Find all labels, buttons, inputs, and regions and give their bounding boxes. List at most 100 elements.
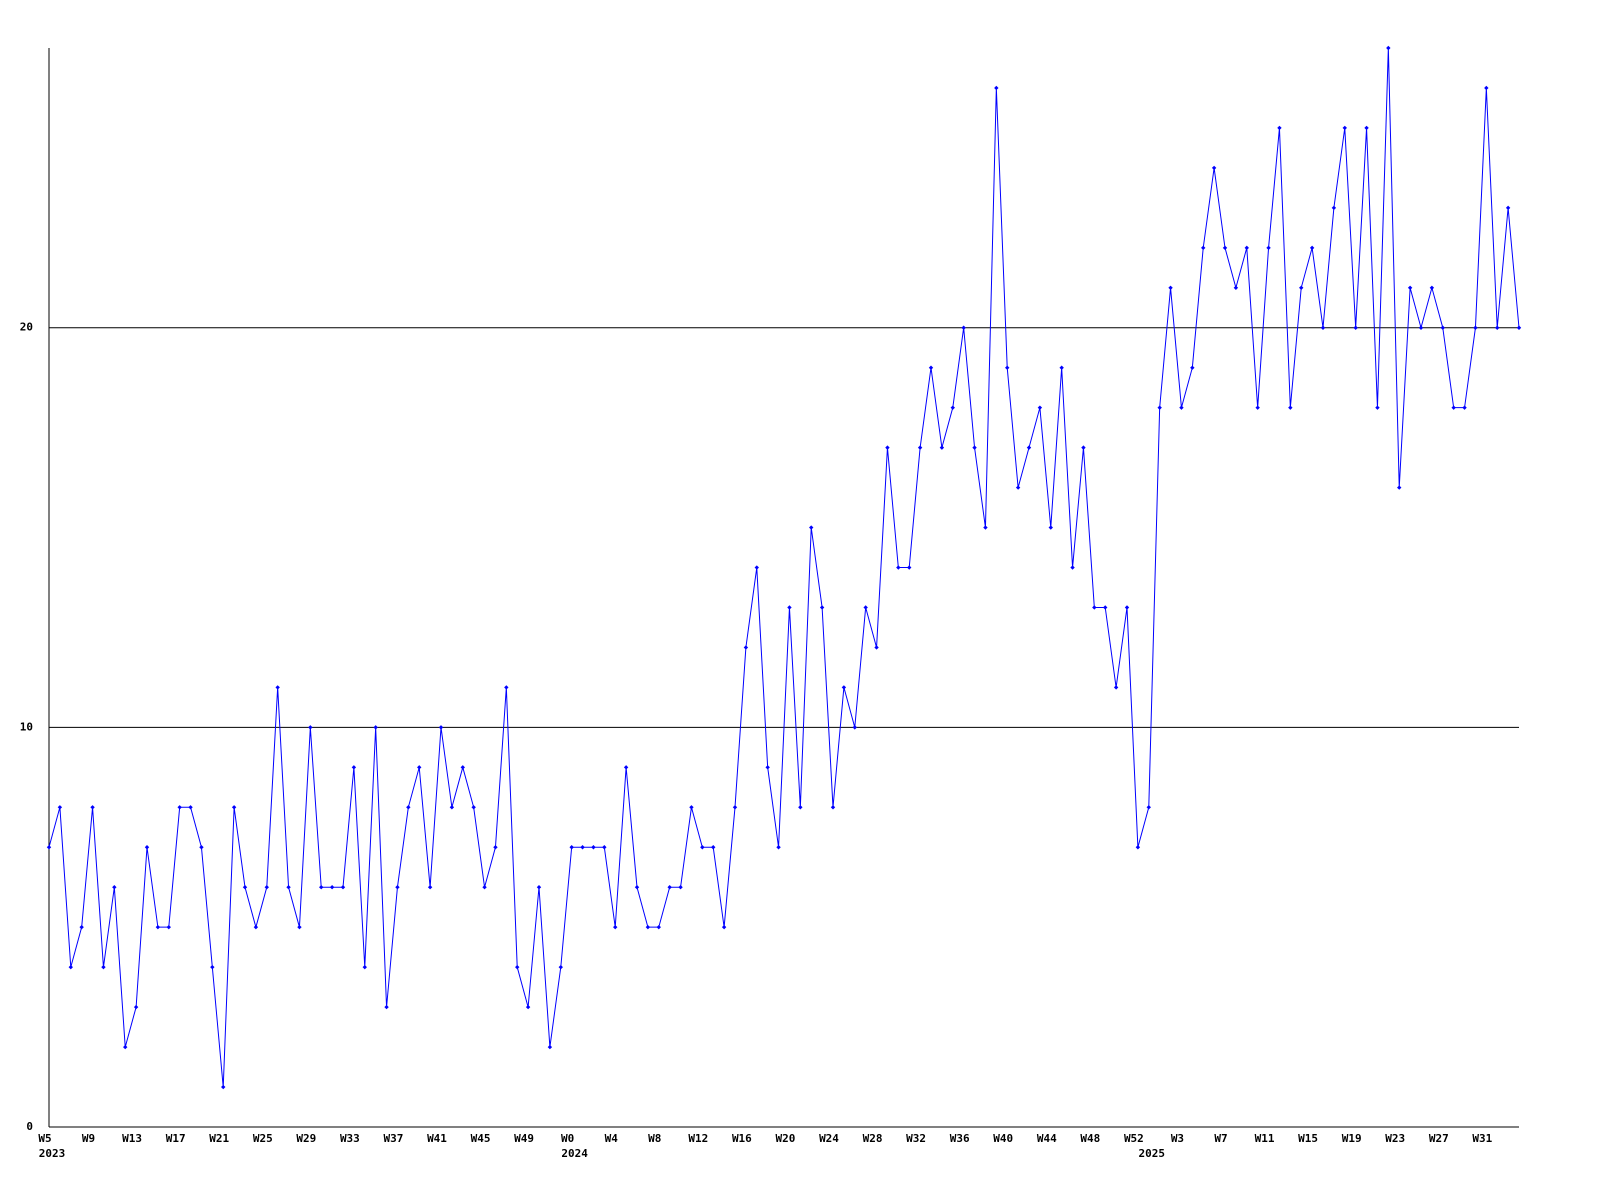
data-point: [613, 924, 618, 930]
data-point: [852, 725, 857, 730]
x-tick-label: W5: [38, 1132, 51, 1145]
data-point: [264, 885, 269, 890]
x-tick-label: W25: [253, 1132, 273, 1145]
data-point: [1135, 845, 1141, 850]
data-point: [1364, 125, 1369, 131]
x-tick-label: W40: [993, 1132, 1013, 1145]
data-point: [1473, 325, 1478, 330]
y-tick-label: 10: [20, 720, 33, 733]
year-label: 2024: [561, 1147, 588, 1160]
data-point: [776, 845, 781, 850]
data-point: [1288, 405, 1293, 410]
data-point: [634, 885, 640, 890]
data-point: [645, 924, 651, 930]
data-point: [917, 445, 923, 450]
data-point: [536, 885, 542, 890]
data-point: [340, 885, 346, 890]
data-point: [1386, 45, 1391, 51]
data-point: [199, 845, 204, 850]
data-point: [123, 1044, 128, 1050]
data-point: [493, 845, 498, 850]
data-point: [1266, 245, 1271, 251]
x-tick-label: W31: [1472, 1132, 1492, 1145]
data-point: [983, 525, 988, 530]
data-point: [623, 765, 629, 770]
x-tick-label: W37: [384, 1132, 404, 1145]
data-point: [449, 805, 455, 810]
data-point: [1081, 445, 1086, 450]
data-point: [395, 885, 400, 890]
x-tick-label: W11: [1255, 1132, 1275, 1145]
x-tick-label: W3: [1171, 1132, 1184, 1145]
data-point: [460, 765, 465, 770]
data-point: [504, 685, 509, 690]
x-tick-label: W21: [209, 1132, 229, 1145]
x-tick-label: W23: [1385, 1132, 1405, 1145]
data-point: [384, 1004, 389, 1010]
x-tick-label: W32: [906, 1132, 926, 1145]
data-point: [1048, 525, 1053, 530]
data-point: [166, 924, 171, 930]
data-point: [841, 685, 847, 690]
data-point: [547, 1044, 553, 1050]
data-point: [907, 565, 912, 570]
x-tick-label: W24: [819, 1132, 839, 1145]
x-tick-label: W17: [166, 1132, 186, 1145]
data-point: [809, 525, 814, 530]
data-point: [427, 885, 433, 890]
data-point: [569, 845, 574, 850]
data-point: [144, 845, 150, 850]
x-tick-label: W13: [122, 1132, 142, 1145]
x-tick-label: W16: [732, 1132, 752, 1145]
x-tick-label: W44: [1037, 1132, 1057, 1145]
data-point: [1201, 245, 1206, 251]
data-point: [1146, 805, 1151, 810]
x-tick-label: W48: [1080, 1132, 1100, 1145]
data-point: [885, 445, 890, 450]
data-point: [1440, 325, 1445, 330]
x-tick-label: W33: [340, 1132, 360, 1145]
data-point: [994, 85, 999, 91]
data-point: [1495, 325, 1500, 330]
data-point: [1124, 605, 1130, 610]
data-point: [1113, 685, 1119, 690]
data-point: [1353, 325, 1358, 330]
data-point: [1418, 325, 1424, 330]
x-tick-label: W19: [1342, 1132, 1362, 1145]
data-point: [1342, 125, 1347, 131]
series-line: [48, 47, 1520, 1088]
data-point: [863, 605, 868, 610]
data-point: [1005, 365, 1010, 370]
data-point: [210, 964, 215, 970]
data-point: [297, 924, 302, 930]
data-point: [101, 964, 106, 970]
data-point: [819, 605, 825, 610]
data-point: [1516, 325, 1522, 330]
data-point: [1211, 165, 1217, 171]
data-point: [373, 725, 378, 730]
data-point: [221, 1084, 226, 1090]
data-point: [667, 885, 672, 890]
data-point: [68, 964, 73, 970]
data-point: [1331, 205, 1337, 211]
data-point: [700, 845, 705, 850]
x-tick-label: W8: [648, 1132, 661, 1145]
data-point: [231, 805, 237, 810]
data-point: [1484, 85, 1489, 91]
data-point: [155, 924, 161, 930]
data-point: [319, 885, 324, 890]
data-point: [656, 924, 661, 930]
x-tick-label: W9: [82, 1132, 95, 1145]
data-point: [1407, 285, 1413, 290]
data-point: [515, 964, 520, 970]
x-tick-label: W45: [471, 1132, 491, 1145]
data-point: [1397, 485, 1402, 490]
x-tick-label: W41: [427, 1132, 447, 1145]
data-point: [286, 885, 291, 890]
data-point: [46, 845, 52, 850]
data-point: [112, 885, 117, 890]
data-point: [1451, 405, 1456, 410]
data-point: [1037, 405, 1043, 410]
data-point: [732, 805, 738, 810]
